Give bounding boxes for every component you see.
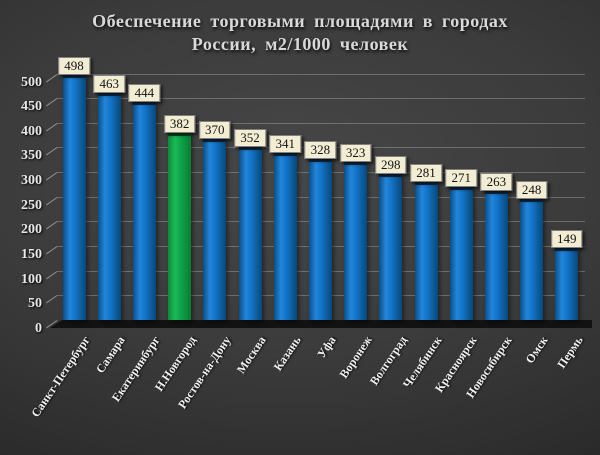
bar-value-label: 248 (515, 180, 548, 199)
y-axis-tick-label: 250 (21, 197, 42, 213)
bar-value-label: 298 (375, 156, 407, 175)
bar (555, 246, 579, 320)
bar (132, 101, 156, 320)
bar (379, 173, 403, 320)
y-axis-tick-label: 450 (21, 99, 42, 115)
bar-value-label: 263 (480, 173, 513, 192)
bar-top-face (238, 146, 262, 151)
y-axis-tick-label: 500 (21, 74, 42, 90)
bar-value-label: 323 (339, 143, 372, 162)
y-axis-tick-mark (46, 221, 58, 230)
y-axis-tick-label: 400 (21, 123, 42, 139)
gridline (57, 98, 585, 100)
bar (203, 137, 227, 320)
bar-top-face (203, 137, 227, 142)
chart-title-line2: России, м2/1000 человек (191, 34, 409, 54)
bar-value-label: 498 (58, 57, 90, 76)
gridline (57, 73, 585, 75)
chart-title: Обеспечение торговыми площадями в города… (0, 10, 600, 56)
bar (308, 158, 332, 320)
chart-title-line1: Обеспечение торговыми площадями в города… (92, 11, 508, 31)
bar (414, 181, 438, 320)
bar-highlighted (168, 131, 192, 320)
y-axis-tick-mark (46, 295, 58, 304)
bar-top-face (484, 190, 508, 195)
bar-top-face (414, 181, 438, 186)
y-axis-tick-mark (46, 270, 58, 280)
bar-value-label: 382 (163, 114, 196, 133)
bar-value-label: 370 (199, 120, 231, 139)
bar-value-label: 149 (551, 229, 583, 248)
bar-value-label: 341 (269, 134, 301, 153)
bar (449, 186, 473, 320)
bar-top-face (273, 151, 297, 156)
gridline (57, 122, 585, 124)
chart-floor (50, 320, 592, 328)
bar (273, 151, 297, 320)
y-axis-tick-label: 100 (21, 271, 42, 287)
bar (344, 160, 368, 320)
y-axis-tick-mark (46, 196, 58, 206)
bar-value-label: 271 (445, 169, 477, 188)
bar-value-label: 281 (410, 164, 442, 183)
bar-top-face (308, 158, 332, 163)
bar-top-face (555, 246, 579, 251)
y-axis-tick-label: 300 (21, 173, 42, 189)
bar-value-label: 444 (128, 84, 161, 103)
y-axis-tick-mark (46, 246, 58, 255)
y-axis-tick-label: 350 (21, 148, 42, 164)
y-axis-tick-label: 0 (35, 321, 42, 336)
bar-top-face (62, 74, 86, 79)
bar-value-label: 463 (93, 74, 125, 93)
y-axis-tick-mark (46, 98, 58, 107)
y-axis-tick-mark (46, 147, 58, 156)
bar-top-face (520, 197, 544, 202)
bar (484, 190, 508, 320)
y-axis-tick-mark (46, 73, 58, 82)
y-axis-tick-mark (46, 172, 58, 181)
y-axis-tick-mark (46, 122, 58, 132)
y-axis-tick-label: 150 (21, 247, 42, 263)
bar-top-face (449, 186, 473, 191)
bar-top-face (97, 91, 121, 96)
bar (97, 91, 121, 320)
bar-top-face (379, 173, 403, 178)
bar (520, 197, 544, 320)
bar-value-label: 328 (304, 141, 337, 160)
bar (62, 74, 86, 320)
bar-top-face (132, 101, 156, 106)
bar-value-label: 352 (234, 129, 266, 148)
bar-top-face (344, 160, 368, 165)
bar-top-face (168, 131, 192, 136)
bar (238, 146, 262, 320)
y-axis-tick-label: 200 (21, 222, 42, 238)
y-axis-tick-label: 50 (28, 296, 42, 312)
